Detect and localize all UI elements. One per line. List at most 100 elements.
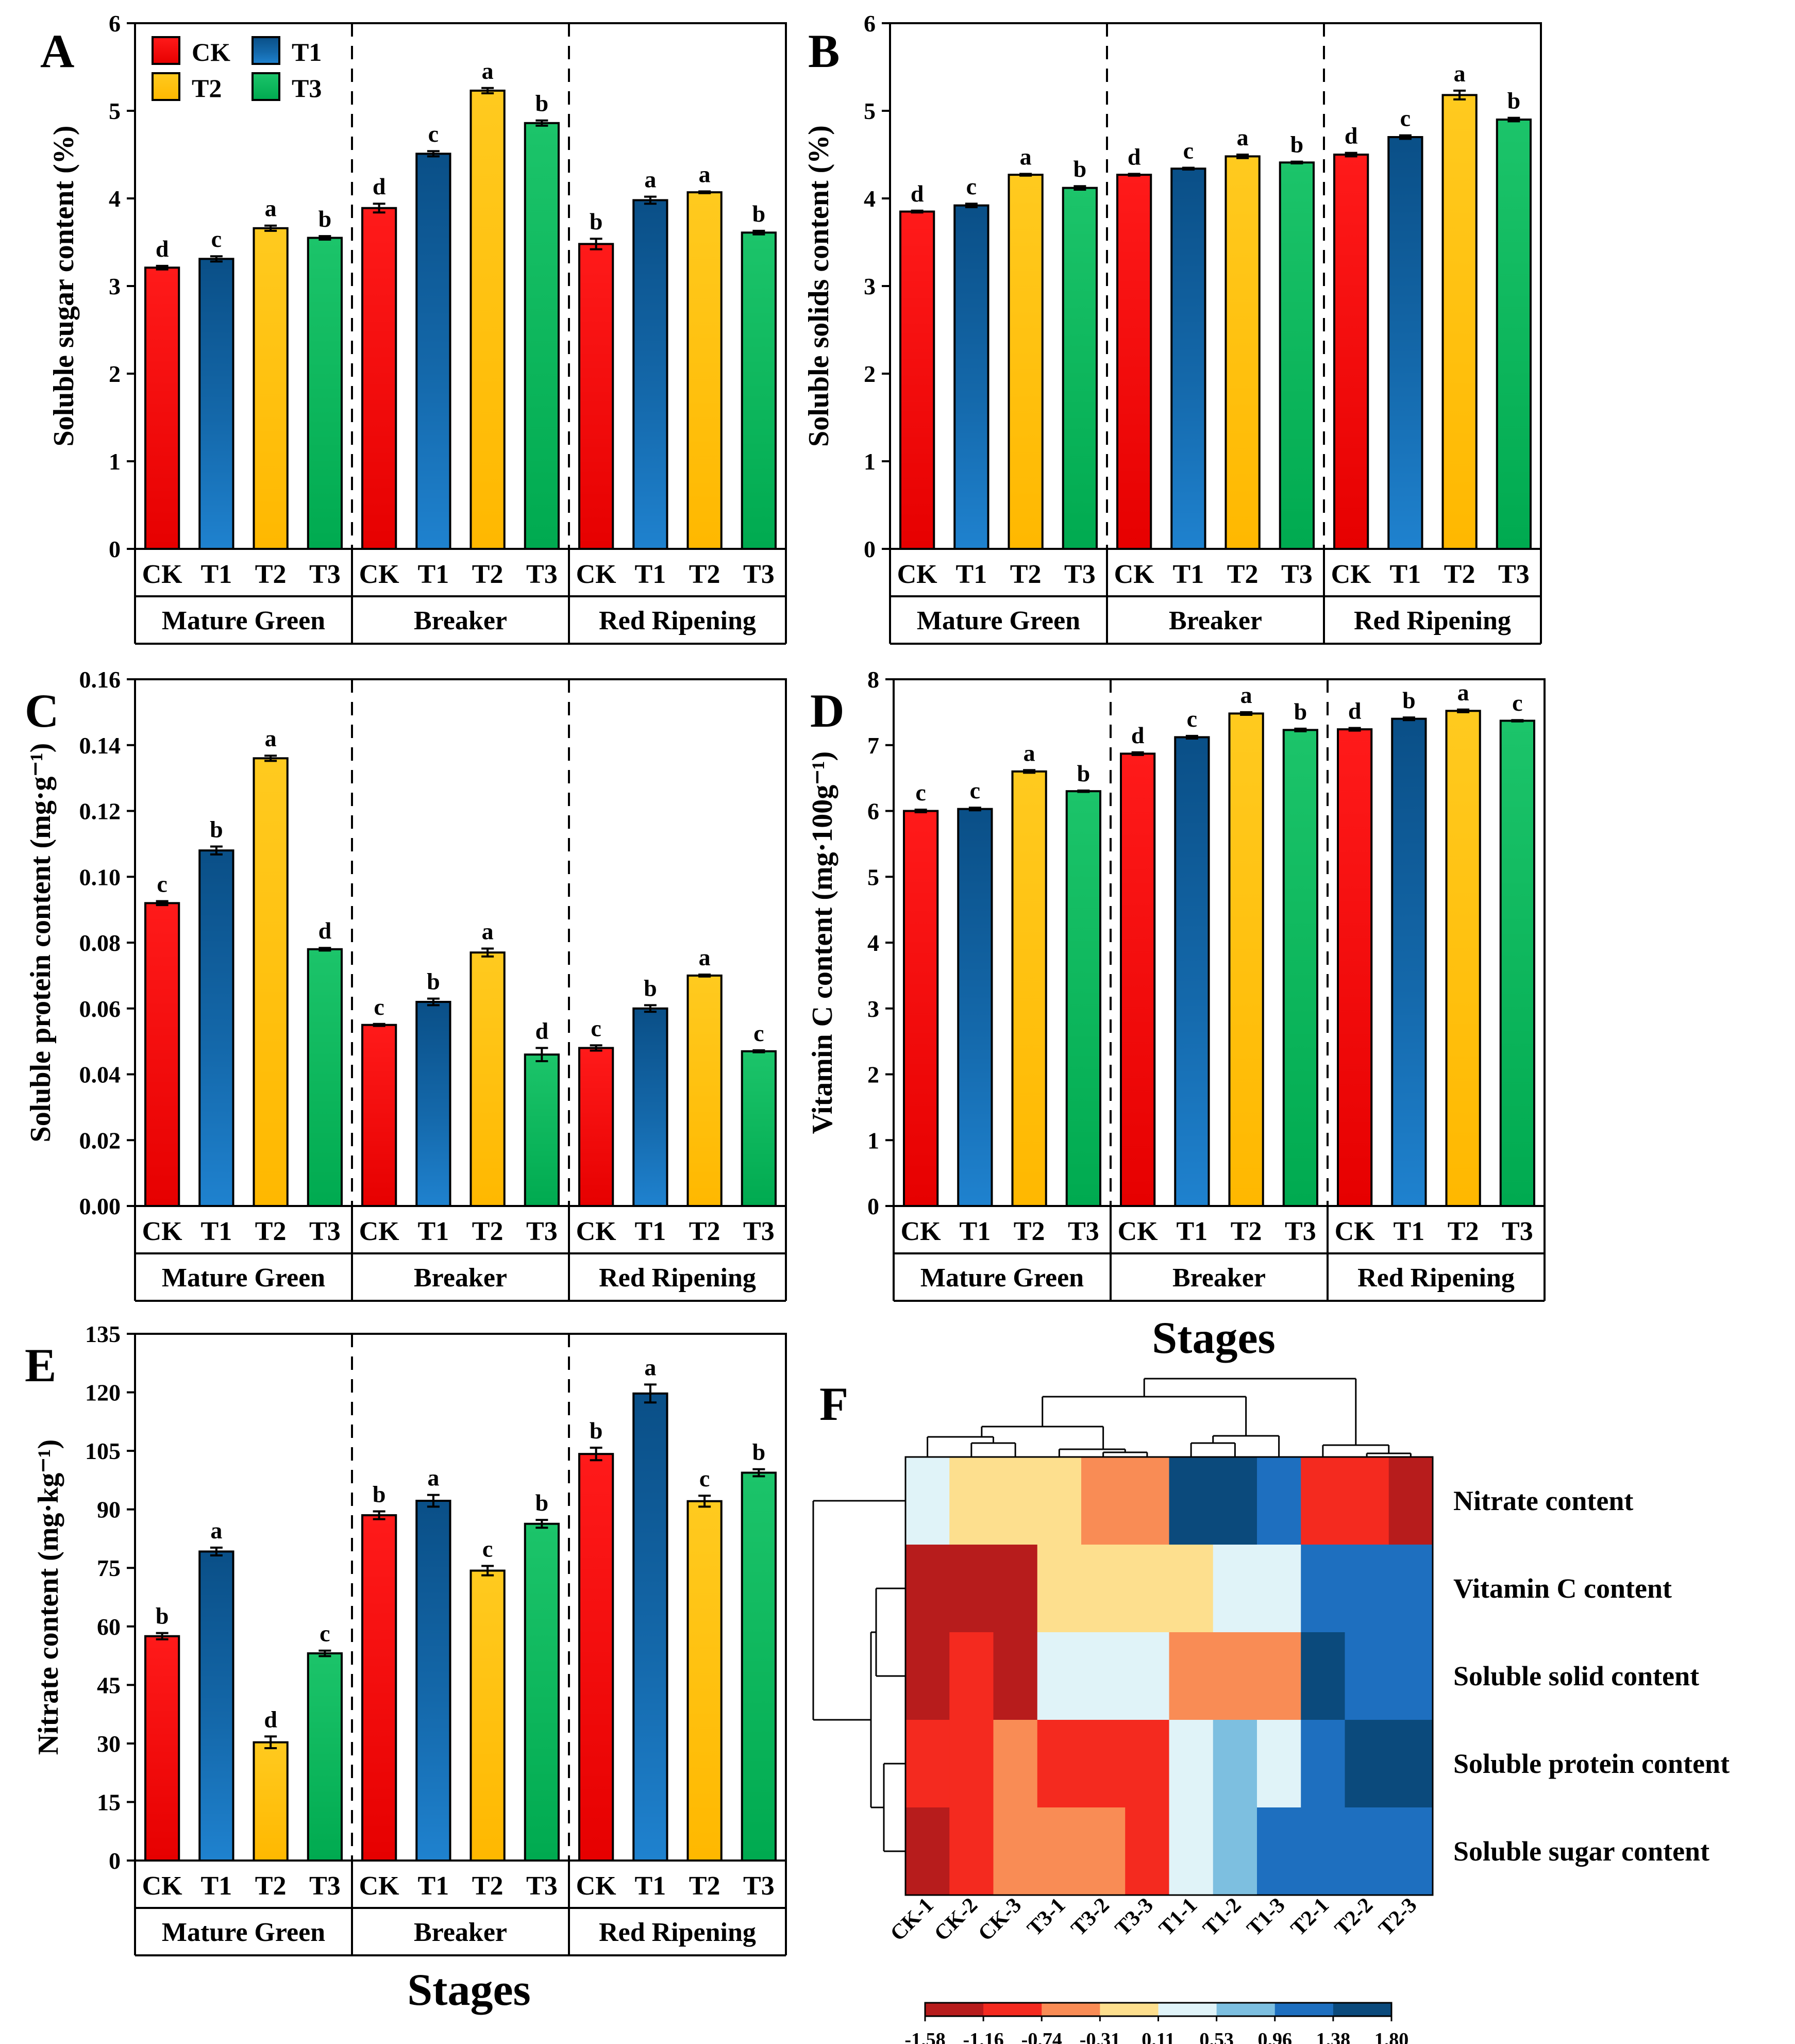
bar-t2 <box>253 1741 289 1862</box>
bar-t3 <box>1279 161 1315 550</box>
legend-swatch-t1 <box>251 36 280 65</box>
stage-label: Mature Green <box>162 606 325 635</box>
significance-letter: c <box>591 1015 601 1041</box>
legend-label-t3: T3 <box>292 74 322 103</box>
x-tick-label: CK <box>897 560 938 589</box>
x-tick-label: T2 <box>472 1871 504 1901</box>
significance-letter: b <box>1402 687 1416 713</box>
heatmap-cell <box>1081 1457 1126 1545</box>
legend-swatch-t3 <box>251 72 280 101</box>
heatmap-cell <box>1301 1720 1346 1808</box>
heatmap-cell <box>1388 1457 1433 1545</box>
heatmap-cell <box>1301 1545 1346 1633</box>
heatmap-cell <box>1081 1545 1126 1633</box>
y-tick-label: 0.14 <box>79 732 121 759</box>
plot-frame <box>134 1333 787 1862</box>
stage-label: Mature Green <box>920 1263 1084 1293</box>
y-axis-label: Soluble solids content (%) <box>803 125 835 447</box>
x-tick-label: T3 <box>743 1217 775 1246</box>
significance-letter: a <box>1457 679 1469 706</box>
y-tick-label: 0.04 <box>79 1062 121 1088</box>
x-tick-label: T1 <box>418 560 449 589</box>
significance-letter: d <box>1128 143 1141 170</box>
y-tick-label: 5 <box>867 864 879 890</box>
heatmap-cell <box>1037 1720 1082 1808</box>
heatmap-cell <box>1169 1720 1214 1808</box>
heatmap-column-label: T2-2 <box>1330 1894 1378 1941</box>
significance-letter: b <box>156 1603 169 1629</box>
colorbar-segment <box>1216 2003 1276 2016</box>
bar-t2 <box>1445 710 1481 1207</box>
y-tick-label: 0 <box>109 536 121 562</box>
heatmap-cell <box>1388 1807 1433 1896</box>
x-tick-label: CK <box>142 560 183 589</box>
significance-letter: a <box>1024 740 1035 766</box>
x-tick-label: T2 <box>689 1871 720 1901</box>
panel-label: C <box>25 684 59 737</box>
stage-label: Mature Green <box>162 1263 325 1293</box>
y-tick-label: 120 <box>85 1380 121 1406</box>
bar-t3 <box>1065 790 1102 1208</box>
heatmap-cell <box>1213 1807 1257 1896</box>
x-tick-label: T3 <box>309 1871 341 1901</box>
x-tick-label: T1 <box>635 1871 666 1901</box>
bar-t1 <box>1387 136 1423 550</box>
bar-t1 <box>198 1550 234 1862</box>
y-tick-label: 0.10 <box>79 864 121 890</box>
bar-t1 <box>632 1007 668 1207</box>
heatmap-column-label: T3-1 <box>1023 1894 1070 1941</box>
bar-t2 <box>1441 94 1478 550</box>
bar-ck <box>361 1514 397 1862</box>
chart-panel-a: A 0 1 2 3 4 5 6 Soluble sugar content (%) d c a b d c a… <box>40 10 787 645</box>
bar-t3 <box>524 1522 560 1862</box>
significance-letter: a <box>1454 60 1466 87</box>
heatmap-row-label: Vitamin C content <box>1453 1573 1672 1604</box>
x-tick-label: T2 <box>255 560 287 589</box>
panel-label: A <box>40 25 74 77</box>
y-tick-label: 75 <box>97 1555 121 1581</box>
significance-letter: a <box>482 58 494 84</box>
heatmap-cell <box>1081 1720 1126 1808</box>
y-tick-label: 0.00 <box>79 1193 121 1219</box>
panel-label: F <box>819 1378 848 1430</box>
bar-t2 <box>686 974 723 1207</box>
bar-t1 <box>198 849 234 1207</box>
heatmap-cell <box>1037 1807 1082 1896</box>
heatmap-cell <box>1081 1632 1126 1720</box>
y-tick-label: 0.16 <box>79 666 121 693</box>
significance-letter: b <box>535 1489 549 1516</box>
heatmap-column-label: T1-3 <box>1243 1894 1290 1941</box>
panel-label: D <box>810 684 844 737</box>
chart-panel-c: C 0.00 0.02 0.04 0.06 0.08 0.10 0.12 0.14 0.16 Sol… <box>25 666 787 1302</box>
significance-letter: a <box>210 1517 222 1544</box>
bar-t2 <box>686 191 723 550</box>
x-tick-label: CK <box>359 1871 400 1901</box>
significance-letter: a <box>482 918 494 944</box>
bar-t3 <box>741 1471 777 1862</box>
heatmap-cell <box>1388 1720 1433 1808</box>
significance-letter: a <box>699 161 711 187</box>
significance-letter: b <box>644 975 657 1001</box>
y-tick-label: 2 <box>867 1062 879 1088</box>
x-tick-label: T1 <box>635 560 666 589</box>
y-tick-label: 2 <box>109 361 121 387</box>
y-tick-label: 105 <box>85 1438 121 1464</box>
bar-t1 <box>415 153 451 550</box>
significance-letter: b <box>752 1439 766 1465</box>
bar-t1 <box>415 1500 451 1862</box>
bar-ck <box>144 266 180 550</box>
bar-t2 <box>253 757 289 1208</box>
significance-letter: d <box>264 1706 277 1732</box>
significance-letter: d <box>156 236 169 262</box>
colorbar-segment <box>925 2003 984 2016</box>
significance-letter: a <box>699 944 711 970</box>
x-tick-label: T1 <box>201 560 232 589</box>
heatmap-cell <box>1169 1807 1214 1896</box>
heatmap-cell <box>1301 1632 1346 1720</box>
stage-label: Mature Green <box>917 606 1080 635</box>
colorbar-tick-label: -0.31 <box>1080 2029 1120 2044</box>
y-tick-label: 5 <box>109 98 121 124</box>
bar-ck <box>1116 174 1152 550</box>
colorbar-segment <box>1100 2003 1159 2016</box>
y-tick-label: 0.06 <box>79 996 121 1022</box>
